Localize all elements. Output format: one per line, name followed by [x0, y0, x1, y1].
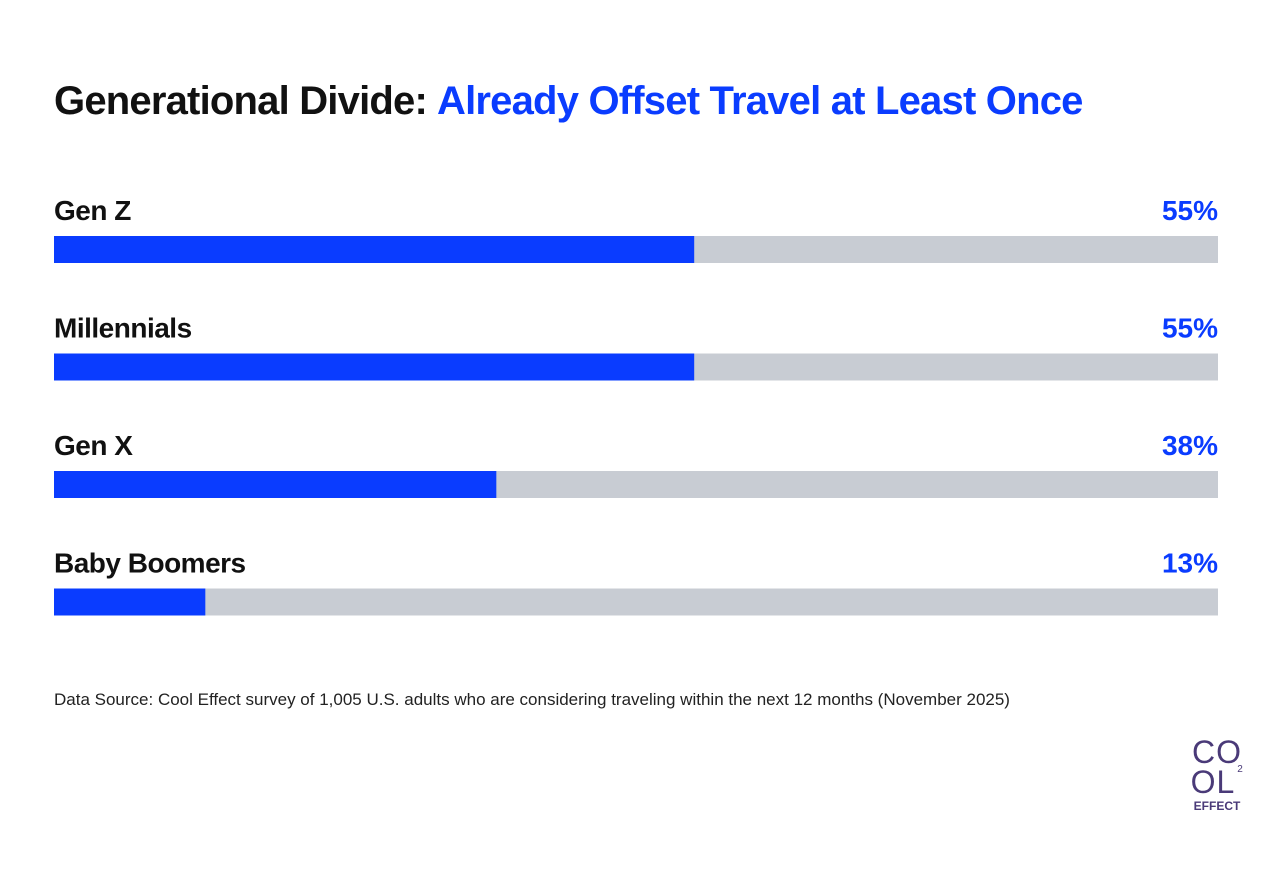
bar-track: [54, 588, 1218, 616]
title-highlight: Already Offset Travel at Least Once: [437, 79, 1083, 123]
title-lead: Generational Divide:: [54, 79, 427, 123]
value-label: 55%: [1162, 313, 1218, 344]
bar: [54, 588, 206, 616]
category-label: Baby Boomers: [54, 548, 246, 579]
source-note: Data Source: Cool Effect survey of 1,005…: [54, 690, 1010, 709]
category-label: Millennials: [54, 313, 192, 344]
logo-line: OL: [1191, 764, 1236, 800]
bar: [54, 471, 497, 498]
category-label: Gen X: [54, 430, 133, 461]
logo-line: EFFECT: [1194, 799, 1241, 813]
logo-line: CO: [1192, 734, 1242, 770]
logo: CO OL 2 EFFECT: [1191, 734, 1244, 813]
bar: [54, 353, 695, 381]
value-label: 38%: [1162, 430, 1218, 461]
bar: [54, 236, 695, 263]
logo-superscript: 2: [1237, 764, 1243, 775]
category-label: Gen Z: [54, 195, 131, 226]
value-label: 13%: [1162, 548, 1218, 579]
chart-title: Generational Divide: Already Offset Trave…: [54, 79, 1083, 123]
value-label: 55%: [1162, 195, 1218, 226]
